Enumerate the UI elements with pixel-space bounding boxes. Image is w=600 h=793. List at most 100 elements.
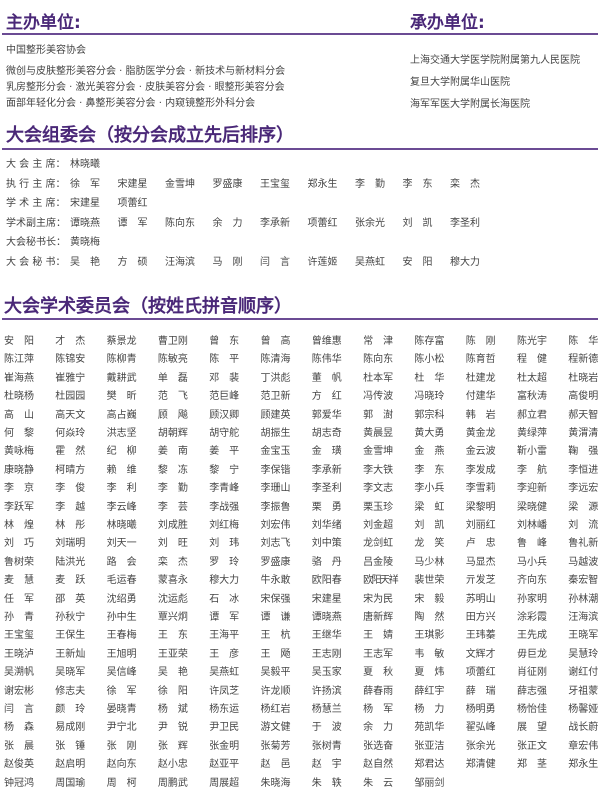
academic-member-name: 崔雅宁 xyxy=(55,372,86,384)
academic-member-name: 尹宁北 xyxy=(106,722,137,734)
academic-member-name: 龙剑虹 xyxy=(363,538,394,550)
academic-member-name: 陆洪光 xyxy=(55,556,86,568)
academic-member-name: 李青峰 xyxy=(209,483,240,495)
academic-member-name: 宋保强 xyxy=(260,593,291,605)
committee-member-name: 马 刚 xyxy=(212,257,243,268)
academic-member-name: 刘金超 xyxy=(363,520,394,531)
academic-member-name: 黄晨昱 xyxy=(363,428,394,439)
academic-member-name: 欧阳春 xyxy=(311,575,342,587)
academic-member-name: 王 飏 xyxy=(260,648,291,660)
academic-member-name: 刘志飞 xyxy=(260,538,291,550)
committee-member-name: 王宝玺 xyxy=(260,178,290,190)
academic-member-name: 王 杭 xyxy=(260,630,291,642)
academic-member-name: 亓发芝 xyxy=(465,575,496,587)
academic-member-name: 高天文 xyxy=(55,409,86,421)
academic-member-name: 苑凯华 xyxy=(414,722,445,734)
academic-member-name: 周鹏武 xyxy=(157,777,188,789)
academic-member-name: 谢宏彬 xyxy=(4,685,34,697)
academic-member-name: 崔海燕 xyxy=(4,372,34,384)
divider xyxy=(2,318,598,320)
academic-member-name: 张 晨 xyxy=(4,740,34,752)
academic-member-name: 黎 宁 xyxy=(209,464,240,476)
academic-member-name: 曾 东 xyxy=(209,336,240,347)
academic-member-name: 林 煌 xyxy=(4,520,34,531)
academic-member-name: 郭 澍 xyxy=(363,409,394,421)
academic-member-name: 夏 秋 xyxy=(363,667,394,679)
committee-member-name: 汪海滨 xyxy=(165,257,195,268)
committee-member-name: 郑永生 xyxy=(307,178,338,190)
academic-member-name: 展 望 xyxy=(517,722,547,734)
academic-member-name: 张正文 xyxy=(517,740,547,752)
academic-member-name: 罗 玲 xyxy=(209,556,240,568)
academic-member-name: 黎 冻 xyxy=(157,464,188,476)
committee-member-name: 李承新 xyxy=(260,217,290,229)
academic-member-name: 毛运春 xyxy=(106,575,137,587)
hosts-title: 承办单位: xyxy=(410,13,485,33)
committee-member-name: 吴 艳 xyxy=(70,257,100,268)
academic-member-name: 李雪莉 xyxy=(465,483,496,495)
academic-member-name: 程新德 xyxy=(568,354,599,366)
academic-member-name: 路 会 xyxy=(106,556,137,568)
academic-member-name: 杨 森 xyxy=(4,722,34,734)
academic-member-name: 王琪影 xyxy=(414,630,445,642)
academic-member-name: 金宝玉 xyxy=(260,446,291,458)
academic-member-name: 孙林潮 xyxy=(568,593,599,605)
academic-member-name: 曾维惠 xyxy=(311,336,342,347)
academic-member-name: 高俊明 xyxy=(568,391,599,403)
committee-member-name: 栾 杰 xyxy=(450,178,480,190)
academic-member-name: 赵 邑 xyxy=(260,759,291,771)
academic-member-name: 孙秋宁 xyxy=(55,612,86,623)
committee-member-name: 李 勤 xyxy=(355,178,385,190)
academic-member-name: 杨东运 xyxy=(209,704,240,715)
academic-member-name: 欧阳天祥 xyxy=(363,575,399,587)
committee-member-name: 许莲姬 xyxy=(307,257,338,268)
committee-member-name: 谭晓燕 xyxy=(70,217,100,229)
academic-member-name: 朱 轶 xyxy=(311,777,342,789)
academic-member-name: 陈向东 xyxy=(363,354,394,366)
committee-member-name: 项蕾红 xyxy=(117,198,148,210)
academic-member-name: 肖征刚 xyxy=(517,667,547,679)
academic-member-name: 赵俊英 xyxy=(4,759,34,771)
academic-member-name: 项蕾红 xyxy=(465,667,496,679)
academic-member-name: 何焱玲 xyxy=(55,428,86,439)
academic-member-name: 金 燕 xyxy=(414,446,445,458)
academic-member-name: 梁 源 xyxy=(568,501,599,513)
academic-member-name: 徐 军 xyxy=(106,685,137,697)
academic-member-name: 马越波 xyxy=(568,556,599,568)
academic-member-name: 蒙喜永 xyxy=(157,575,188,587)
academic-member-name: 郭爱华 xyxy=(311,409,342,421)
academic-member-name: 杨慧兰 xyxy=(311,704,342,715)
academic-member-name: 杜太超 xyxy=(517,372,547,384)
academic-member-name: 钟冠鸿 xyxy=(4,777,34,789)
academic-member-name: 姜 平 xyxy=(209,446,240,458)
academic-member-name: 陈光宇 xyxy=(517,336,547,347)
academic-member-name: 周 柯 xyxy=(106,777,137,789)
academic-member-name: 刘 巧 xyxy=(4,538,34,550)
academic-member-name: 杜晓岩 xyxy=(568,372,599,384)
academic-member-name: 邓 裴 xyxy=(209,372,240,384)
academic-member-name: 李小兵 xyxy=(414,483,445,495)
committee-member-name: 吴燕虹 xyxy=(355,257,385,268)
academic-member-name: 谭 军 xyxy=(209,612,240,623)
academic-member-name: 郑君达 xyxy=(414,759,445,771)
academic-member-name: 马小兵 xyxy=(517,556,547,568)
academic-member-name: 鲁树荣 xyxy=(4,556,34,568)
academic-member-name: 吴毅平 xyxy=(260,667,291,679)
academic-member-name: 杜建龙 xyxy=(465,372,496,384)
academic-member-name: 李 京 xyxy=(4,483,34,495)
academic-member-name: 唐新辉 xyxy=(363,612,394,623)
academic-member-name: 夏 炜 xyxy=(414,667,445,679)
academic-member-name: 尹 锐 xyxy=(157,722,188,734)
committee-member-name: 方 硕 xyxy=(117,257,148,268)
organizers-title: 主办单位: xyxy=(6,13,81,33)
academic-member-name: 骆 丹 xyxy=(311,556,342,568)
academic-member-name: 王保生 xyxy=(55,630,86,642)
academic-member-name: 牙祖蒙 xyxy=(568,685,599,697)
academic-member-name: 赵启明 xyxy=(55,759,86,771)
committee-member-name: 张余光 xyxy=(355,217,385,229)
academic-member-name: 常 津 xyxy=(363,336,394,347)
academic-member-name: 王志刚 xyxy=(311,648,342,660)
academic-member-name: 徐 阳 xyxy=(157,685,188,697)
academic-member-name: 罗盛康 xyxy=(260,556,291,568)
academic-member-name: 杨 力 xyxy=(414,704,445,715)
